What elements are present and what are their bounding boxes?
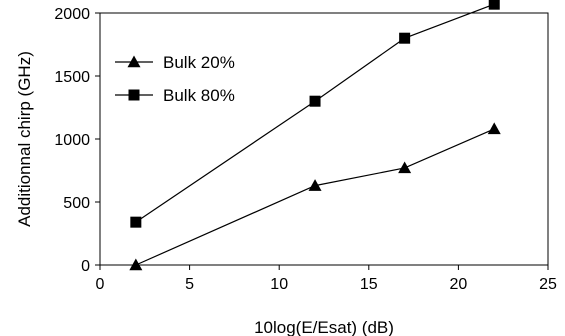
x-tick-label: 0 [96, 276, 105, 293]
y-tick-label: 1500 [54, 69, 90, 86]
series-square [130, 0, 500, 228]
axes [99, 12, 549, 266]
y-tick-label: 0 [81, 258, 90, 275]
y-tick-label: 500 [63, 195, 90, 212]
y-tick-label: 2000 [54, 6, 90, 23]
plot-frame [99, 12, 549, 266]
data-point [129, 258, 143, 271]
series-line [135, 3, 495, 223]
x-tick-label: 15 [360, 276, 378, 293]
data-point [398, 161, 412, 174]
series-layer [129, 0, 501, 271]
legend-entry: Bulk 80% [115, 86, 235, 105]
legend-marker [127, 55, 141, 68]
data-point [487, 122, 501, 135]
legend: Bulk 20% Bulk 80% [115, 53, 235, 105]
data-point [488, 0, 500, 10]
series-line [135, 128, 495, 266]
x-tick-label: 25 [539, 276, 557, 293]
legend-marker [128, 89, 140, 101]
x-axis-title: 10log(E/Esat) (dB) [254, 318, 394, 336]
legend-entry: Bulk 20% [115, 53, 235, 72]
x-tick-label: 5 [185, 276, 194, 293]
y-tick-label: 1000 [54, 132, 90, 149]
y-axis-title: Additionnal chirp (GHz) [15, 51, 34, 227]
legend-label: Bulk 80% [163, 86, 235, 105]
series-triangle [129, 122, 501, 271]
legend-label: Bulk 20% [163, 53, 235, 72]
x-tick-label: 20 [450, 276, 468, 293]
data-point [308, 179, 322, 191]
data-point [399, 32, 411, 44]
x-tick-label: 10 [270, 276, 288, 293]
y-ticks: 0 500 1000 1500 2000 [54, 6, 100, 275]
data-point [309, 95, 321, 107]
x-ticks: 0 5 10 15 20 25 [96, 265, 557, 293]
data-point [130, 216, 142, 228]
